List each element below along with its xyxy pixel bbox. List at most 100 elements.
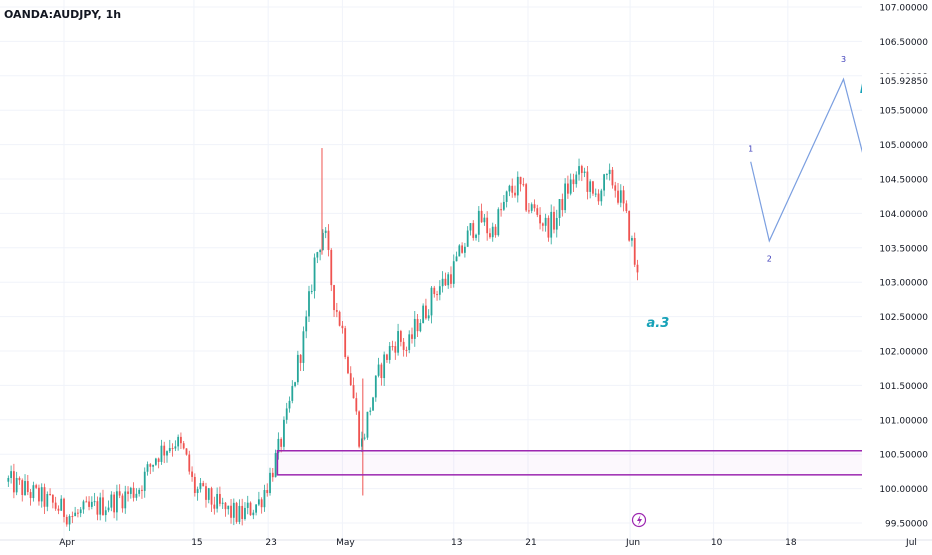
- candle-body: [296, 354, 299, 383]
- candle-body: [594, 193, 597, 195]
- candle-body: [143, 471, 146, 491]
- candle-body: [43, 487, 46, 507]
- candle-body: [51, 494, 54, 503]
- candle-body: [310, 291, 313, 293]
- candle-body: [397, 331, 399, 353]
- candle-body: [567, 183, 569, 194]
- candle-body: [541, 223, 544, 226]
- candle-body: [249, 502, 252, 516]
- candle-body: [68, 516, 71, 525]
- candle-body: [238, 505, 241, 522]
- candle-body: [129, 487, 132, 494]
- candle-body: [294, 382, 296, 387]
- candle-body: [305, 316, 308, 332]
- candle-body: [388, 346, 391, 360]
- y-tick-label: 103.00000: [879, 279, 928, 289]
- y-tick-label: 104.00000: [879, 210, 928, 220]
- candle-body: [394, 346, 397, 353]
- candle-body: [511, 185, 514, 193]
- candle-body: [536, 208, 539, 215]
- candle-body: [224, 502, 227, 510]
- candle-body: [349, 373, 352, 386]
- candle-body: [530, 204, 533, 211]
- candle-body: [308, 291, 310, 317]
- candle-body: [124, 491, 127, 509]
- candle-body: [202, 483, 205, 487]
- candle-body: [26, 481, 29, 493]
- candle-body: [99, 497, 102, 515]
- x-tick-label: Apr: [59, 538, 75, 548]
- candle-body: [299, 354, 302, 363]
- candle-body: [544, 217, 547, 226]
- candle-body: [185, 448, 188, 455]
- candle-body: [280, 438, 283, 447]
- candle-body: [216, 493, 219, 509]
- candle-body: [622, 190, 625, 204]
- candle-body: [18, 477, 21, 481]
- candle-body: [285, 408, 288, 420]
- time-axis[interactable]: Apr1523May1321Jun1018Jul15: [0, 512, 932, 549]
- x-tick-label: 15: [191, 538, 202, 548]
- candle-body: [383, 354, 386, 379]
- candle-body: [469, 223, 472, 231]
- candle-body: [196, 489, 199, 494]
- candle-body: [54, 502, 57, 509]
- candle-body: [319, 250, 322, 253]
- candle-body: [291, 386, 294, 401]
- y-tick-label: 105.50000: [879, 107, 928, 117]
- target-zone[interactable]: [276, 450, 932, 476]
- candle-body: [611, 169, 614, 186]
- price-axis[interactable]: 107.00000106.50000106.00000105.50000105.…: [862, 0, 932, 550]
- candle-body: [118, 491, 121, 496]
- candle-body: [553, 211, 555, 230]
- candle-body: [104, 510, 107, 516]
- candle-body: [391, 346, 394, 348]
- candle-body: [539, 214, 541, 224]
- candle-body: [219, 493, 221, 504]
- candles: [7, 148, 639, 532]
- candle-body: [32, 485, 35, 499]
- candle-body: [313, 257, 316, 292]
- candle-body: [458, 245, 461, 257]
- candle-body: [347, 357, 349, 374]
- candle-body: [466, 230, 469, 247]
- candle-body: [146, 464, 149, 472]
- candle-body: [302, 331, 305, 363]
- candle-body: [210, 488, 213, 505]
- candle-body: [157, 458, 160, 462]
- candle-body: [358, 411, 361, 447]
- candle-body: [522, 184, 525, 186]
- y-tick-label: 101.00000: [879, 416, 928, 426]
- x-tick-label: May: [336, 538, 355, 548]
- x-tick-label: 21: [525, 538, 536, 548]
- event-marker-icon[interactable]: [631, 512, 647, 528]
- candle-body: [452, 261, 455, 284]
- candle-body: [533, 204, 536, 209]
- wave-label: a.3: [647, 316, 670, 331]
- candle-body: [519, 176, 522, 185]
- candle-body: [46, 493, 49, 507]
- candle-body: [352, 385, 355, 399]
- candle-body: [516, 176, 519, 196]
- candle-body: [355, 398, 358, 412]
- candle-body: [90, 501, 93, 507]
- candle-body: [205, 486, 207, 500]
- candle-body: [330, 249, 333, 286]
- candle-body: [235, 502, 238, 522]
- candle-body: [477, 210, 480, 235]
- candle-body: [480, 210, 483, 223]
- candle-body: [441, 278, 444, 287]
- candle-body: [636, 264, 639, 273]
- candle-body: [547, 217, 550, 238]
- candle-body: [491, 226, 494, 238]
- candle-body: [335, 310, 338, 312]
- candle-body: [35, 485, 38, 488]
- candle-body: [497, 209, 500, 236]
- target-zone-rect[interactable]: [276, 450, 932, 476]
- candle-body: [141, 489, 143, 491]
- candle-body: [269, 472, 271, 494]
- candle-body: [461, 245, 464, 253]
- candle-body: [188, 454, 191, 472]
